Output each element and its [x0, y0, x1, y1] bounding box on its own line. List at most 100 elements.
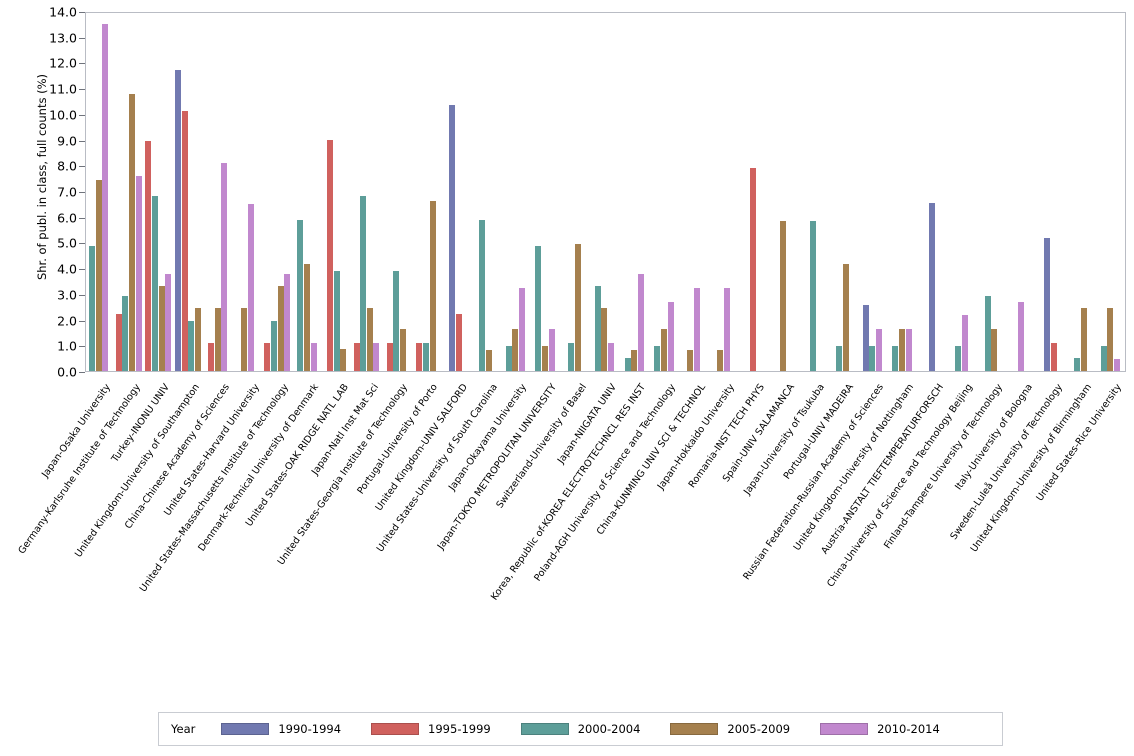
bar[interactable]: [667, 301, 674, 371]
bar[interactable]: [181, 111, 188, 371]
bar[interactable]: [779, 220, 786, 371]
bar[interactable]: [542, 345, 548, 371]
bar[interactable]: [297, 220, 304, 371]
bar[interactable]: [1044, 237, 1051, 371]
bar[interactable]: [241, 308, 248, 371]
bar-group: [592, 13, 622, 371]
bar[interactable]: [862, 304, 869, 371]
bar[interactable]: [717, 349, 724, 371]
bar[interactable]: [158, 286, 165, 371]
bar[interactable]: [102, 23, 109, 371]
bar-group: [770, 13, 800, 371]
bar[interactable]: [991, 328, 998, 371]
bar[interactable]: [456, 313, 463, 371]
bar[interactable]: [512, 328, 519, 371]
bar[interactable]: [1050, 343, 1057, 371]
bar[interactable]: [575, 243, 582, 371]
bar[interactable]: [905, 329, 912, 371]
bar[interactable]: [353, 342, 360, 371]
legend-entry[interactable]: 1995-1999: [371, 722, 491, 736]
bar[interactable]: [429, 200, 436, 371]
bar[interactable]: [518, 287, 525, 371]
bar[interactable]: [310, 343, 317, 371]
bar[interactable]: [152, 195, 159, 371]
bar[interactable]: [961, 315, 968, 371]
bar[interactable]: [340, 349, 347, 371]
legend-entry[interactable]: 2005-2009: [670, 722, 790, 736]
bar[interactable]: [135, 176, 142, 371]
bar-group: [443, 13, 473, 371]
bar[interactable]: [1017, 301, 1024, 371]
bar[interactable]: [898, 328, 905, 371]
bar[interactable]: [221, 162, 228, 371]
bar[interactable]: [175, 70, 182, 371]
bar[interactable]: [284, 273, 291, 371]
bar[interactable]: [399, 328, 406, 371]
bar[interactable]: [264, 343, 271, 371]
bar[interactable]: [548, 329, 555, 371]
y-tick-mark: [79, 63, 85, 65]
bar[interactable]: [208, 342, 215, 371]
y-tick-mark: [79, 294, 85, 296]
bar[interactable]: [842, 264, 849, 371]
bar[interactable]: [449, 104, 456, 371]
bar[interactable]: [654, 345, 661, 371]
bar[interactable]: [271, 320, 278, 371]
bar[interactable]: [479, 220, 486, 371]
bar[interactable]: [723, 287, 730, 371]
bar[interactable]: [535, 246, 542, 371]
bar[interactable]: [568, 343, 575, 371]
bar[interactable]: [1107, 307, 1114, 371]
legend-entry[interactable]: 1990-1994: [221, 722, 341, 736]
bar[interactable]: [115, 313, 122, 371]
bar[interactable]: [277, 285, 284, 371]
bar[interactable]: [984, 295, 991, 371]
bar[interactable]: [631, 349, 638, 371]
legend-entry[interactable]: 2000-2004: [520, 722, 640, 736]
bar[interactable]: [1113, 359, 1120, 371]
bar[interactable]: [485, 349, 492, 371]
bar[interactable]: [366, 307, 373, 371]
bar[interactable]: [145, 140, 152, 371]
bar[interactable]: [247, 203, 254, 371]
bar[interactable]: [373, 343, 380, 371]
bar[interactable]: [687, 349, 694, 371]
bar[interactable]: [416, 343, 423, 371]
bar[interactable]: [188, 320, 195, 371]
bar[interactable]: [386, 343, 393, 371]
bar[interactable]: [637, 273, 644, 371]
y-tick-label: 6.0: [57, 210, 77, 226]
bar[interactable]: [892, 345, 899, 371]
bar[interactable]: [95, 180, 102, 371]
bar[interactable]: [393, 270, 400, 371]
bar[interactable]: [304, 264, 311, 371]
bar[interactable]: [836, 345, 843, 371]
bar[interactable]: [1080, 307, 1087, 371]
bar[interactable]: [875, 329, 882, 371]
legend-entry[interactable]: 2010-2014: [820, 722, 940, 736]
bar[interactable]: [869, 345, 876, 371]
bar[interactable]: [165, 273, 172, 371]
bar[interactable]: [750, 168, 757, 371]
bar[interactable]: [89, 245, 96, 371]
bar[interactable]: [928, 203, 935, 371]
bar[interactable]: [1074, 358, 1081, 371]
bar[interactable]: [601, 308, 608, 371]
bar[interactable]: [660, 328, 667, 371]
bar[interactable]: [333, 270, 340, 371]
bar[interactable]: [809, 220, 816, 371]
bar[interactable]: [360, 196, 367, 371]
bar[interactable]: [128, 93, 135, 371]
bar[interactable]: [1100, 345, 1107, 371]
bar[interactable]: [594, 285, 601, 371]
bar[interactable]: [327, 140, 334, 371]
bar[interactable]: [214, 308, 221, 371]
bar[interactable]: [624, 358, 631, 371]
bar[interactable]: [694, 287, 700, 371]
bar[interactable]: [423, 343, 430, 371]
bar[interactable]: [194, 307, 201, 371]
bar[interactable]: [122, 295, 129, 371]
bar[interactable]: [505, 345, 512, 371]
bar[interactable]: [955, 345, 962, 371]
bar[interactable]: [608, 342, 615, 371]
